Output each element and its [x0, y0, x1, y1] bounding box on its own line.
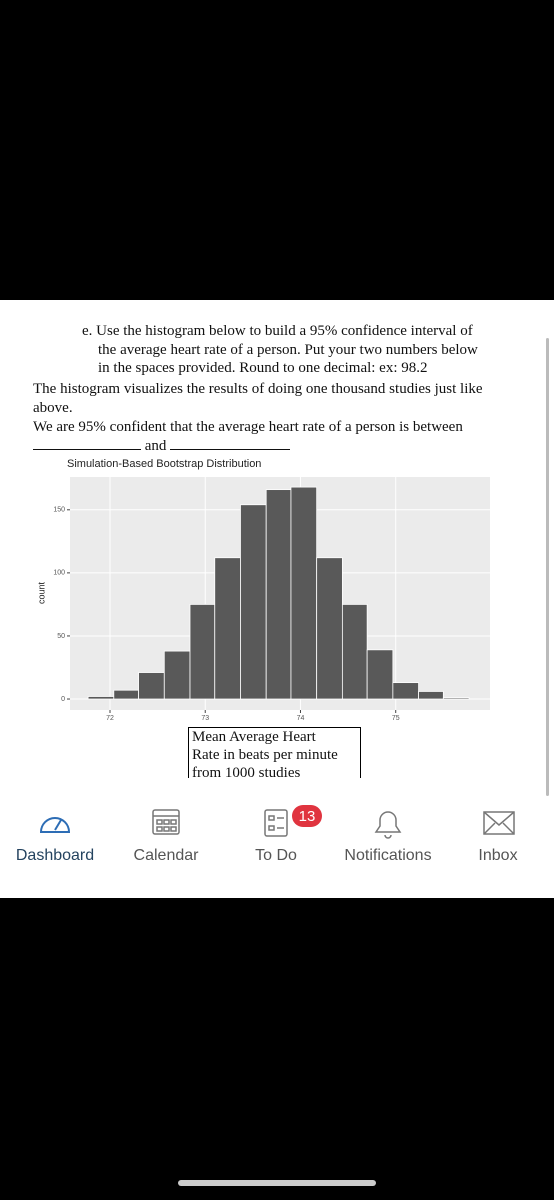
nav-label[interactable]: To Do	[255, 847, 297, 864]
badge-count: 13	[299, 808, 316, 825]
top-black	[0, 0, 554, 300]
x-tick-label: 72	[106, 715, 114, 722]
bar	[341, 604, 368, 700]
dashboard-icon[interactable]	[39, 817, 71, 833]
todo-icon[interactable]	[264, 809, 288, 837]
x-tick-label: 73	[201, 715, 209, 722]
bar	[366, 649, 394, 700]
nav-label[interactable]: Inbox	[478, 847, 518, 864]
question-line: the average heart rate of a person. Put …	[98, 342, 478, 358]
bar	[87, 696, 115, 700]
bar	[418, 691, 444, 700]
y-tick-label: 150	[53, 507, 65, 514]
badge	[292, 805, 322, 827]
bottom-black	[0, 898, 554, 1200]
x-label-line: Mean Average Heart	[192, 729, 316, 745]
scrollbar	[546, 338, 549, 796]
nav-label[interactable]: Calendar	[133, 847, 199, 864]
answer-blank[interactable]	[33, 437, 141, 450]
bar	[189, 604, 216, 700]
blank-line: and	[33, 437, 291, 455]
x-label-line: Rate in beats per minute	[192, 747, 338, 763]
statement: We are 95% confident that the average he…	[33, 419, 463, 435]
bar	[442, 697, 470, 700]
x-axis-label: Mean Average Heart Rate in beats per min…	[188, 727, 361, 778]
y-tick-label: 100	[53, 570, 65, 577]
nav-label[interactable]: Notifications	[344, 847, 432, 864]
bar	[265, 489, 292, 700]
bar	[138, 672, 165, 700]
bar	[290, 486, 318, 700]
inbox-icon[interactable]	[483, 811, 515, 835]
nav-icons: 13	[39, 805, 515, 839]
bar	[392, 682, 419, 700]
y-axis-label: count	[36, 581, 46, 604]
x-tick-label: 74	[297, 715, 305, 722]
home-indicator	[178, 1180, 376, 1186]
bar	[316, 557, 343, 700]
chart: Simulation-Based Bootstrap Distribution …	[36, 458, 490, 722]
connector: and	[144, 438, 167, 454]
bar	[163, 650, 191, 700]
note-line: above.	[33, 400, 73, 416]
question-line: e. Use the histogram below to build a 95…	[82, 323, 473, 339]
bar	[214, 557, 241, 700]
y-tick-label: 50	[57, 633, 65, 640]
nav-label[interactable]: Dashboard	[15, 847, 95, 864]
question-line: in the spaces provided. Round to one dec…	[98, 360, 428, 376]
x-label-line: from 1000 studies	[192, 765, 301, 778]
answer-blank[interactable]	[170, 437, 291, 450]
bar	[240, 504, 267, 700]
chart-title: Simulation-Based Bootstrap Distribution	[67, 458, 261, 470]
x-tick-label: 75	[392, 715, 400, 722]
y-tick-label: 0	[61, 696, 65, 703]
calendar-icon[interactable]	[152, 809, 180, 835]
bar	[113, 689, 139, 700]
note-line: The histogram visualizes the results of …	[33, 381, 483, 397]
notifications-icon[interactable]	[374, 811, 402, 839]
